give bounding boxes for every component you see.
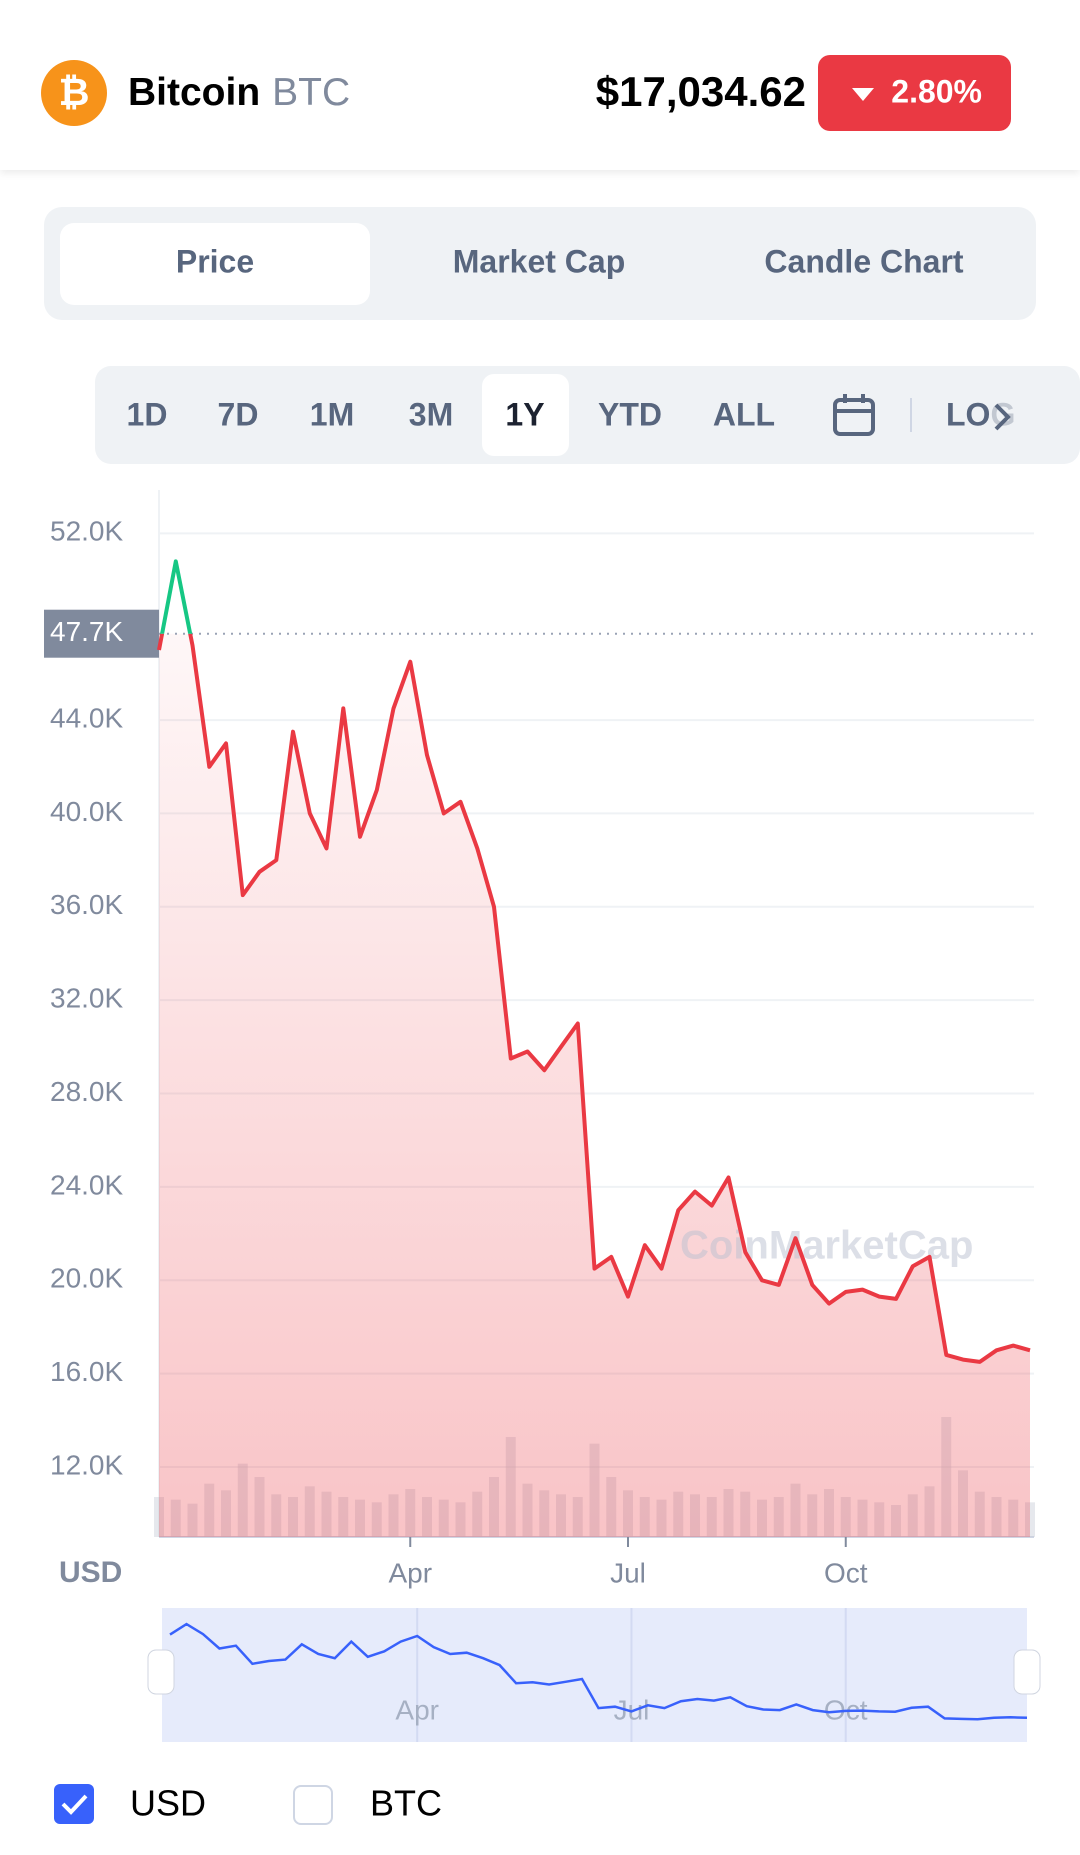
checkbox-checked[interactable] xyxy=(54,1784,94,1824)
price-line xyxy=(157,633,1031,1364)
range[interactable]: ALL xyxy=(713,396,775,432)
y-tick-label: 44.0K xyxy=(50,702,123,733)
y-tick-label: 24.0K xyxy=(50,1169,123,1200)
y-tick-label: 20.0K xyxy=(50,1263,123,1294)
reference-label: 47.7K xyxy=(50,616,123,647)
x-tick-label: Jul xyxy=(610,1557,646,1588)
check-mark xyxy=(61,1794,88,1815)
nav-label: Apr xyxy=(395,1694,439,1725)
x-tick-label: Apr xyxy=(388,1557,432,1588)
y-tick-label: 16.0K xyxy=(50,1356,123,1387)
scroll-arrow[interactable] xyxy=(994,403,1011,431)
scroll-fade xyxy=(990,390,1036,446)
y-axis-label: USD xyxy=(59,1556,122,1589)
y-tick-label: 36.0K xyxy=(50,889,123,920)
y-tick-label: 40.0K xyxy=(50,796,123,827)
range-bar xyxy=(95,366,1080,464)
coin-name: Bitcoin BTC xyxy=(128,71,350,114)
range[interactable]: YTD xyxy=(598,396,662,432)
y-tick-label: 28.0K xyxy=(50,1076,123,1107)
tab[interactable]: Price xyxy=(176,243,254,279)
coin-logo-glyph: ₿ xyxy=(59,72,90,114)
nav-label: Jul xyxy=(614,1694,650,1725)
x-tick-label: Oct xyxy=(824,1557,868,1588)
coin-logo xyxy=(41,60,107,126)
down-arrow xyxy=(852,88,874,101)
active-range xyxy=(482,374,569,456)
range[interactable]: 1Y xyxy=(505,396,544,432)
coin-name-text: Bitcoin xyxy=(128,71,260,114)
y-tick-label: 52.0K xyxy=(50,516,123,547)
tab[interactable]: Market Cap xyxy=(453,243,626,279)
change-badge xyxy=(818,55,1011,131)
nav-line xyxy=(169,1622,1028,1721)
y-tick-label: 12.0K xyxy=(50,1449,123,1480)
range[interactable]: 7D xyxy=(218,396,259,432)
navigator[interactable] xyxy=(162,1608,1027,1742)
price: $17,034.62 xyxy=(596,68,806,115)
y-tick-label: 32.0K xyxy=(50,983,123,1014)
currency-label[interactable]: BTC xyxy=(370,1783,442,1824)
calendar-icon[interactable] xyxy=(833,394,875,436)
nav-handle[interactable] xyxy=(1013,1649,1041,1695)
checkbox[interactable] xyxy=(293,1785,333,1825)
currency-label[interactable]: USD xyxy=(130,1783,206,1824)
tab[interactable]: Candle Chart xyxy=(764,243,963,279)
range[interactable]: 1D xyxy=(127,396,168,432)
reference-label-box xyxy=(44,609,159,658)
nav-handle[interactable] xyxy=(147,1649,175,1695)
range[interactable]: 3M xyxy=(409,396,453,432)
active-tab xyxy=(60,223,370,305)
price-area xyxy=(159,633,1030,1537)
coin-symbol: BTC xyxy=(272,71,350,114)
range[interactable]: 1M xyxy=(310,396,354,432)
change: 2.80% xyxy=(891,73,982,109)
